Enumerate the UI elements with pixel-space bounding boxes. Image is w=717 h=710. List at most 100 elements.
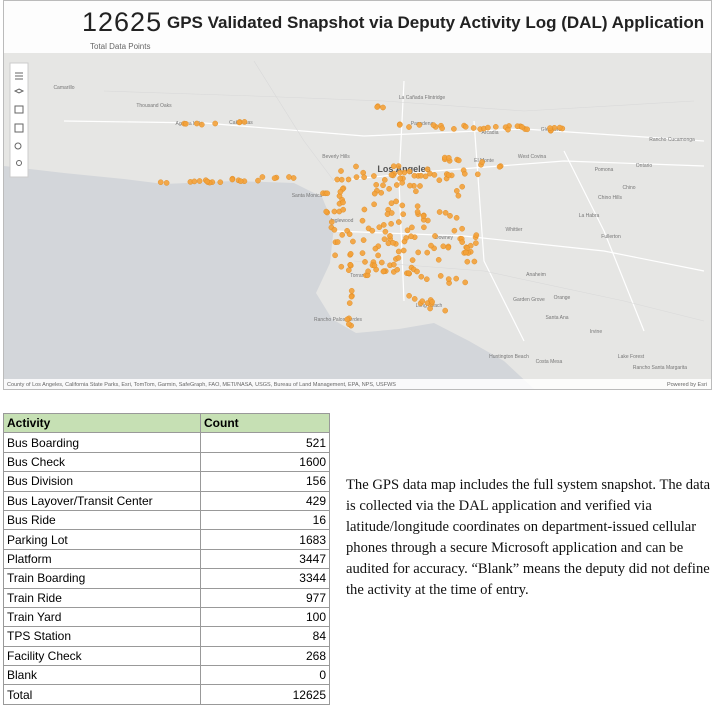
table-cell: TPS Station	[3, 626, 201, 647]
search-button[interactable]	[14, 142, 22, 150]
place-label: Torrance	[350, 273, 370, 279]
place-label: La Cañada Flintridge	[399, 95, 446, 101]
data-point	[431, 172, 438, 178]
data-point	[406, 124, 412, 130]
data-point	[348, 293, 355, 300]
place-label: Santa Ana	[545, 315, 568, 321]
table-cell: Bus Ride	[3, 509, 201, 531]
table-cell: Train Boarding	[3, 568, 201, 589]
place-label: Arcadia	[482, 130, 499, 136]
legend-button[interactable]	[14, 105, 24, 114]
data-point	[437, 273, 444, 279]
data-point	[455, 192, 462, 199]
data-point	[380, 268, 387, 275]
layers-button[interactable]	[13, 88, 25, 94]
data-point	[324, 190, 331, 197]
data-point	[547, 125, 553, 131]
data-point	[417, 183, 423, 189]
data-point	[372, 245, 379, 252]
data-point	[397, 169, 403, 176]
data-point	[415, 249, 422, 256]
table-cell: 16	[200, 509, 330, 531]
data-point	[237, 178, 244, 185]
data-point	[369, 227, 376, 234]
data-point	[432, 233, 438, 239]
table-cell: Bus Layover/Transit Center	[3, 490, 201, 511]
data-point	[423, 276, 430, 283]
data-point	[471, 258, 478, 265]
data-point	[399, 202, 406, 209]
data-point	[451, 227, 458, 234]
table-cell: 1683	[200, 529, 330, 550]
data-point	[386, 185, 392, 192]
place-label: Huntington Beach	[489, 354, 529, 360]
table-cell: 3344	[200, 568, 330, 589]
data-point	[409, 224, 415, 231]
data-point	[442, 209, 449, 216]
data-point	[470, 125, 477, 131]
data-point	[353, 163, 359, 170]
data-point	[390, 239, 396, 246]
place-label: Rancho Cucamonga	[649, 137, 695, 143]
data-point	[350, 238, 356, 245]
data-point	[183, 120, 189, 127]
select-button[interactable]	[14, 123, 24, 133]
table-cell: 268	[200, 645, 330, 667]
data-point	[380, 222, 387, 228]
place-label: Costa Mesa	[536, 359, 563, 365]
data-point	[346, 321, 352, 327]
data-point	[436, 177, 443, 184]
data-point	[217, 179, 224, 186]
menu-button[interactable]	[15, 72, 23, 80]
data-point	[255, 177, 261, 184]
data-point	[371, 201, 377, 208]
data-point	[479, 159, 485, 165]
account-button[interactable]	[16, 160, 22, 166]
data-point	[492, 123, 499, 130]
data-point	[419, 298, 426, 305]
table-row: TPS Station 84	[3, 626, 330, 647]
data-point	[408, 233, 414, 240]
data-point	[462, 279, 469, 286]
subtitle: Total Data Points	[90, 42, 151, 51]
data-point	[236, 119, 243, 126]
data-point	[371, 262, 378, 269]
title: GPS Validated Snapshot via Deputy Activi…	[167, 13, 705, 32]
data-point	[390, 261, 397, 268]
data-point	[390, 163, 397, 170]
data-point	[429, 298, 435, 305]
data-point	[413, 188, 419, 195]
place-label: Chino Hills	[598, 195, 622, 201]
table-cell: Platform	[3, 548, 201, 570]
table-row: Facility Check 268	[3, 645, 330, 667]
data-point	[440, 243, 447, 250]
data-point	[241, 119, 248, 125]
data-point	[359, 250, 366, 256]
data-point	[395, 219, 402, 225]
data-point	[505, 126, 511, 133]
data-point	[196, 178, 203, 184]
table-row: Parking Lot 1683	[3, 529, 330, 550]
total-count: 12625	[82, 7, 163, 37]
data-point	[430, 122, 437, 128]
table-cell: Bus Boarding	[3, 432, 201, 453]
map-toolbar	[9, 62, 29, 178]
table-cell: Train Yard	[3, 606, 201, 628]
data-point	[388, 172, 395, 178]
ocean	[4, 166, 534, 389]
table-header: Activity Count	[3, 412, 330, 434]
place-label: Lake Forest	[618, 354, 645, 360]
data-point	[359, 217, 366, 224]
data-point	[229, 176, 236, 183]
data-point	[428, 242, 434, 249]
data-point	[374, 104, 381, 110]
table-row: Train Yard 100	[3, 606, 330, 628]
data-point	[204, 178, 211, 185]
place-label: Inglewood	[331, 218, 354, 224]
data-point	[334, 176, 341, 183]
data-point	[462, 249, 469, 256]
data-point	[421, 224, 427, 231]
place-label: Agoura Hills	[176, 121, 203, 127]
data-point	[362, 259, 368, 265]
